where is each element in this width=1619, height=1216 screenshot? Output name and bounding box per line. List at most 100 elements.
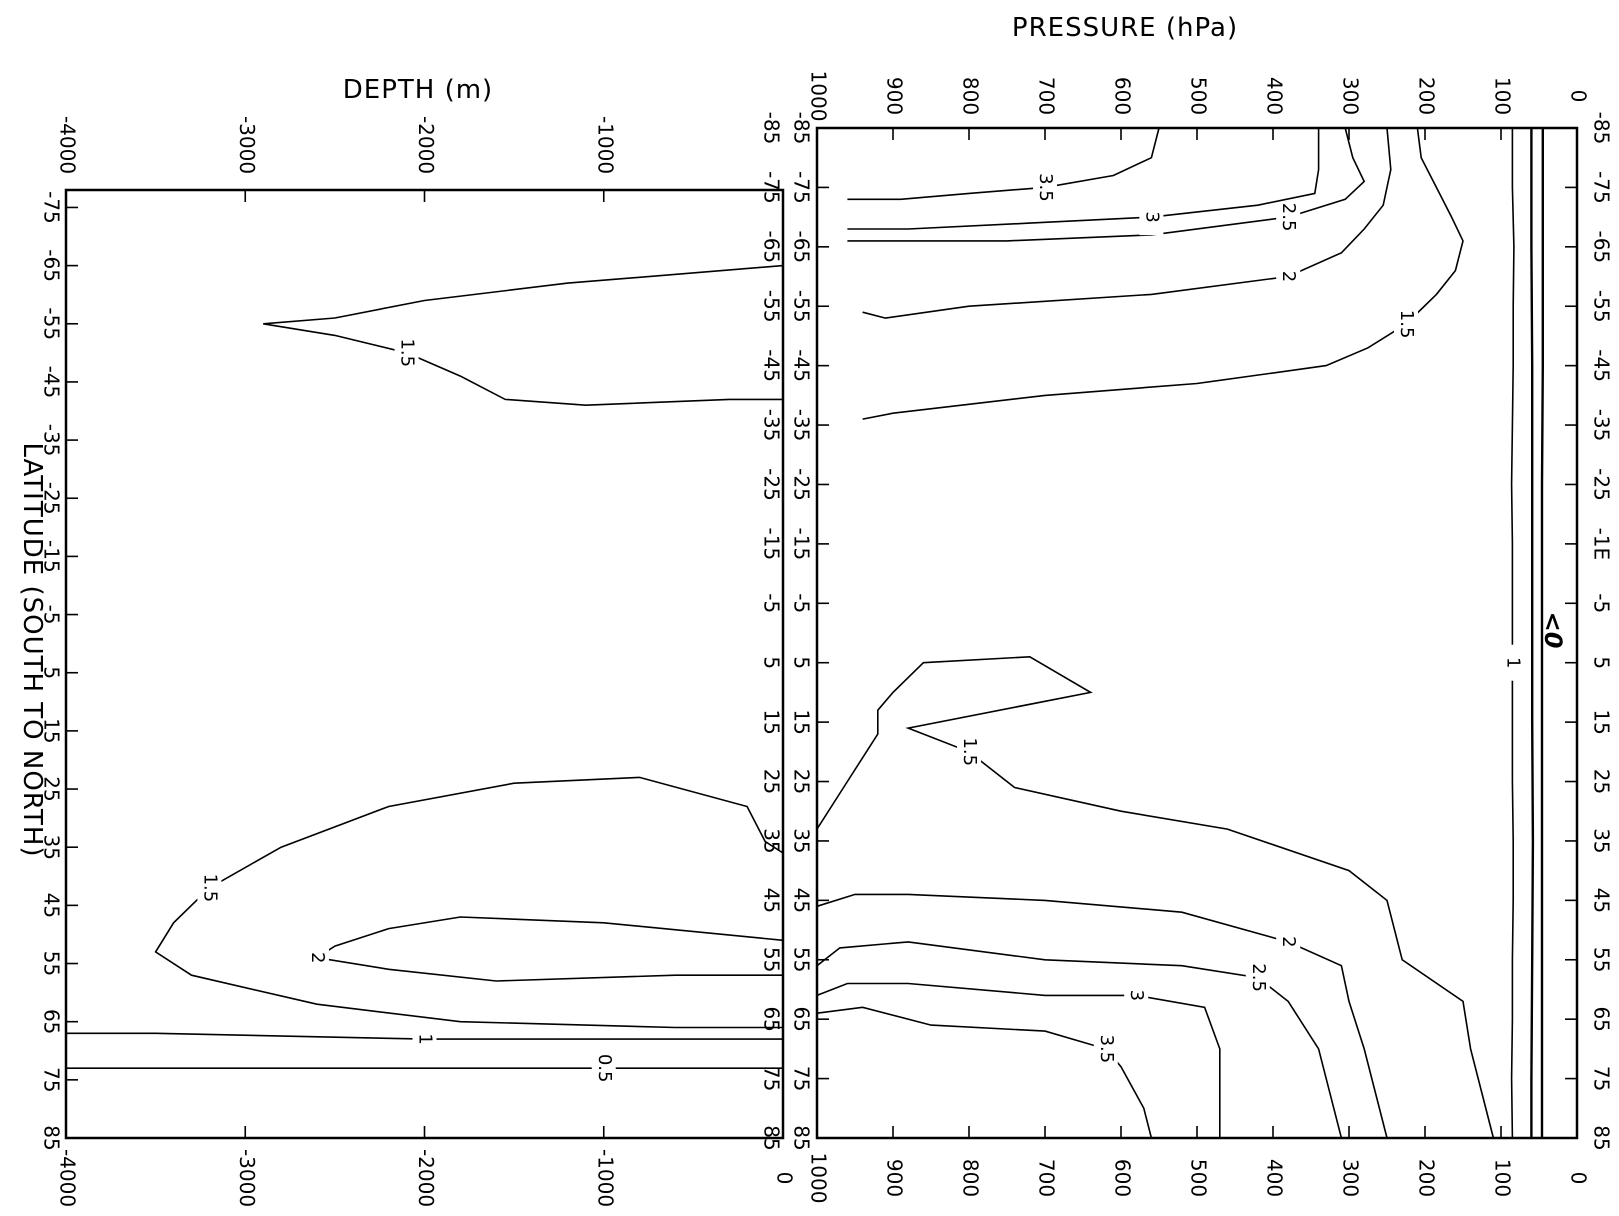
ocean-lat-tick-label-upper: -45 [760, 349, 784, 382]
atm-pressure-tick-label-bottom: 100 [1491, 1159, 1515, 1197]
atm-lat-tick-label-left: 25 [790, 769, 814, 794]
atm-contour-line [816, 982, 1221, 1138]
atm-lat-tick-label-right: -5 [1590, 593, 1614, 613]
ocean-depth-tick-label-bottom: -3000 [235, 1149, 259, 1207]
atmosphere-panel: PRESSURE (hPa) <0 1 1.5 2 2.5 3 3.5 1.5 2 2.5 3 3.… [789, 13, 1613, 1203]
atm-lat-tick-label-right: -35 [1590, 409, 1614, 442]
atm-lat-tick-label-right: -45 [1590, 349, 1614, 382]
ocean-contour-label-bg [197, 869, 222, 906]
atm-lat-tick-label-left: -5 [790, 593, 814, 613]
atm-lat-tick-label-left: -35 [790, 409, 814, 442]
ocean-contour-line [263, 264, 784, 407]
ocean-depth-tick-label-bottom: -4000 [56, 1149, 80, 1207]
ocean-contours: 1.5 1.5 2 1 0.5 [66, 264, 784, 1087]
ocean-depth-tick-label-top: -4000 [56, 116, 80, 174]
atm-pressure-tick-label-top: 100 [1491, 77, 1515, 115]
atm-pressure-tick-label-bottom: 700 [1035, 1159, 1059, 1197]
ocean-lat-tick-label: -15 [40, 540, 64, 573]
ocean-contour-label: 1 [414, 1033, 435, 1044]
atm-lat-tick-label-left: -85 [790, 112, 814, 145]
atm-lat-tick-label-right: 75 [1590, 1066, 1614, 1091]
atm-lat-tick-label-right: 35 [1590, 828, 1614, 853]
atm-lat-tick-label-left: 15 [790, 709, 814, 734]
latitude-axis-title: LATITUDE (SOUTH TO NORTH) [17, 442, 47, 857]
atm-pressure-tick-label-bottom: 0 [1567, 1172, 1591, 1185]
ocean-lat-tick-label-upper: 45 [760, 888, 784, 913]
atm-lat-tick-label-left: -25 [790, 468, 814, 501]
ocean-lat-tick-label-upper: 85 [760, 1125, 784, 1150]
atm-contour-line [862, 127, 1464, 420]
atm-contour-line [816, 655, 1495, 1139]
atm-pressure-tick-label-top: 800 [959, 77, 983, 115]
atm-contour-line [1540, 128, 1544, 1138]
atm-pressure-tick-label-top: 700 [1035, 77, 1059, 115]
ocean-lat-tick-label: 75 [40, 1067, 64, 1092]
ocean-depth-tick-label-bottom: 0 [773, 1172, 797, 1185]
atm-contour-label-bg [1394, 306, 1418, 343]
atm-contour-label: 1 [1502, 657, 1523, 668]
ocean-contour-label: 1.5 [397, 338, 418, 367]
atm-contour-label: 2.5 [1248, 963, 1269, 992]
atm-contour-label-bg [1139, 199, 1164, 236]
atm-contour-label-bg [1033, 169, 1057, 206]
atm-lat-tick-label-right: 15 [1590, 709, 1614, 734]
atm-pressure-tick-label-bottom: 500 [1187, 1159, 1211, 1197]
atm-lat-tick-label-right: -85 [1590, 112, 1614, 145]
atm-lat-tick-label-right: 85 [1590, 1125, 1614, 1150]
atm-pressure-tick-label-top: 200 [1415, 77, 1439, 115]
atm-contour-label-bg [1124, 977, 1149, 1014]
ocean-depth-tick-label-top: -2000 [414, 116, 438, 174]
atm-contour-label: 2 [1278, 936, 1299, 947]
atm-contour-label: 3 [1141, 211, 1162, 222]
ocean-lat-tick-label: 35 [40, 834, 64, 859]
atm-pressure-tick-label-bottom: 200 [1415, 1159, 1439, 1197]
atm-lat-tick-label-left: 85 [790, 1125, 814, 1150]
atm-contour-label-bg [1245, 959, 1270, 996]
atm-contour-label: 1.5 [959, 737, 980, 766]
atm-lat-tick-label-right: -1Ε [1590, 528, 1614, 561]
ocean-contour-line [314, 916, 784, 982]
atm-contour-line [1530, 128, 1535, 1138]
atm-contour-line [862, 127, 1392, 319]
atm-pressure-tick-label-bottom: 600 [1111, 1159, 1135, 1197]
atmosphere-plot-frame [815, 126, 1579, 1140]
ocean-depth-tick-label-top: -3000 [235, 116, 259, 174]
atm-lat-tick-label-right: -65 [1590, 230, 1614, 263]
atm-contour-label: 3.5 [1096, 1035, 1117, 1064]
ocean-lat-tick-label: 55 [40, 951, 64, 976]
ocean-lat-tick-label-upper: -65 [760, 230, 784, 263]
ocean-lat-tick-label-upper: 65 [759, 1006, 783, 1031]
ocean-contour-label-bg [394, 334, 419, 371]
atm-contour-line [816, 893, 1388, 1139]
atm-lat-tick-label-left: -45 [790, 349, 814, 382]
atm-pressure-tick-label-bottom: 400 [1263, 1159, 1287, 1197]
ocean-lat-tick-label: 45 [40, 893, 64, 918]
ocean-lat-tick-label-upper: -75 [760, 171, 784, 204]
ocean-lat-tick-label-upper: 55 [760, 947, 784, 972]
ocean-contour-label-bg [304, 939, 329, 976]
ocean-lat-tick-label: 15 [40, 718, 64, 743]
ocean-ticks: -85-75-65-55-45-35-25-15-551525354555657… [40, 112, 797, 1207]
atm-contour-label: 2 [1278, 271, 1299, 282]
atm-pressure-tick-label-top: 900 [883, 77, 907, 115]
atm-pressure-tick-label-top: 500 [1187, 77, 1211, 115]
ocean-lat-tick-label-upper: -55 [760, 290, 784, 323]
ocean-depth-tick-label-top: -1000 [593, 116, 617, 174]
ocean-lat-tick-label: -75 [40, 191, 64, 224]
ocean-lat-tick-label: -65 [40, 249, 64, 282]
atm-lat-tick-label-left: 75 [790, 1066, 814, 1091]
atm-lat-tick-label-left: 45 [790, 888, 814, 913]
atm-pressure-tick-label-top: 600 [1111, 77, 1135, 115]
ocean-lat-tick-label: 5 [40, 666, 64, 679]
atm-lat-tick-label-left: 55 [790, 947, 814, 972]
atm-contour-label-bg [1500, 644, 1525, 681]
ocean-lat-tick-label-upper: 15 [760, 709, 784, 734]
pressure-axis-title: PRESSURE (hPa) [1012, 13, 1238, 43]
ocean-lat-tick-label: -55 [40, 307, 64, 340]
atm-contour-label-bg [1276, 923, 1301, 960]
ocean-lat-tick-label: 65 [40, 1009, 64, 1034]
atm-contour-label: 2.5 [1278, 203, 1299, 232]
atm-pressure-tick-label-bottom: 900 [883, 1159, 907, 1197]
atm-lat-tick-label-left: 65 [789, 1006, 813, 1031]
atm-contour-label: 3.5 [1035, 173, 1056, 202]
